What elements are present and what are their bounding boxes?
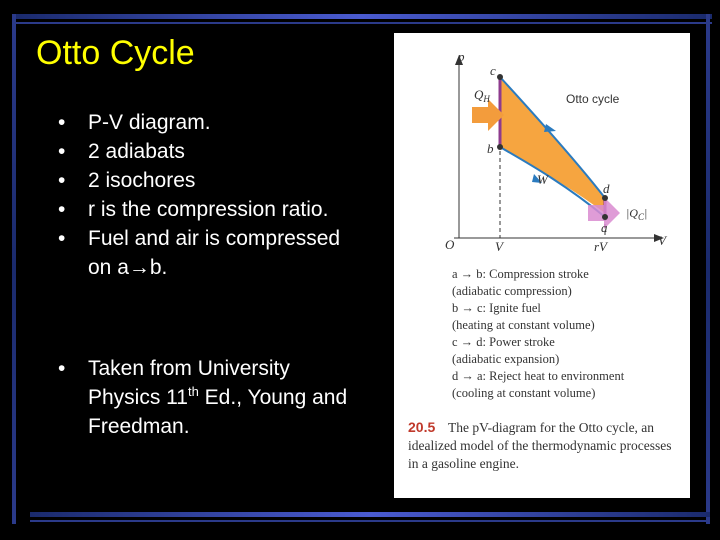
- bullet-item: Fuel and air is compressed on a→b.: [58, 224, 358, 282]
- heat-out-arrow: [588, 197, 620, 229]
- step-line: b → c: Ignite fuel: [452, 301, 541, 315]
- tick-rv-label: rV: [594, 239, 609, 254]
- bottom-border-bar: [30, 512, 710, 517]
- qc-label: |QC|: [626, 206, 647, 222]
- left-border-bar: [12, 14, 16, 524]
- top-border-bar-thin: [12, 22, 712, 24]
- right-border-bar: [706, 14, 710, 524]
- step-line: d → a: Reject heat to environment: [452, 369, 625, 383]
- tick-v-label: V: [495, 239, 505, 254]
- cycle-name-label: Otto cycle: [566, 92, 620, 106]
- pv-figure: p V O V rV c b d a QH |QC| W Otto cycle …: [394, 33, 690, 498]
- adiabat-cd: [499, 76, 606, 199]
- work-label: W: [537, 172, 549, 187]
- bullet-item: r is the compression ratio.: [58, 195, 358, 224]
- point-d-label: d: [603, 181, 610, 196]
- bullet-item: 2 isochores: [58, 166, 358, 195]
- heat-in-arrow: [472, 99, 504, 131]
- v-axis-arrow: [654, 234, 664, 242]
- point-a-dot: [602, 214, 608, 220]
- step-line: (cooling at constant volume): [452, 386, 596, 400]
- caption-number: 20.5: [408, 419, 436, 435]
- adiabat-ab-arrow: [532, 174, 542, 183]
- step-line: (heating at constant volume): [452, 318, 595, 332]
- bullet-list: P-V diagram. 2 adiabats 2 isochores r is…: [58, 108, 358, 441]
- point-a-label: a: [601, 220, 608, 235]
- point-c-dot: [497, 74, 503, 80]
- adiabat-cd-arrow: [544, 124, 556, 132]
- slide-title: Otto Cycle: [36, 34, 195, 72]
- step-line: a → b: Compression stroke: [452, 267, 589, 281]
- bullet-item: 2 adiabats: [58, 137, 358, 166]
- bullet-item: P-V diagram.: [58, 108, 358, 137]
- point-c-label: c: [490, 63, 496, 78]
- origin-label: O: [445, 237, 455, 252]
- pv-diagram: p V O V rV c b d a QH |QC| W Otto cycle: [445, 49, 668, 254]
- step-line: (adiabatic compression): [452, 284, 572, 298]
- point-b-dot: [497, 144, 503, 150]
- p-axis-arrow: [455, 55, 463, 65]
- bottom-border-bar-thin: [30, 520, 710, 522]
- step-line: (adiabatic expansion): [452, 352, 560, 366]
- point-d-dot: [602, 195, 608, 201]
- caption-text: The pV-diagram for the Otto cycle, an id…: [408, 420, 672, 471]
- cycle-region: [500, 77, 605, 213]
- step-line: c → d: Power stroke: [452, 335, 555, 349]
- qh-label: QH: [474, 87, 490, 104]
- source-bullet: Taken from University Physics 11th Ed., …: [58, 354, 358, 441]
- top-border-bar: [12, 14, 712, 19]
- step-list: a → b: Compression stroke (adiabatic com…: [452, 266, 624, 402]
- point-b-label: b: [487, 141, 494, 156]
- axis-p-label: p: [457, 49, 465, 64]
- axis-v-label: V: [658, 233, 668, 248]
